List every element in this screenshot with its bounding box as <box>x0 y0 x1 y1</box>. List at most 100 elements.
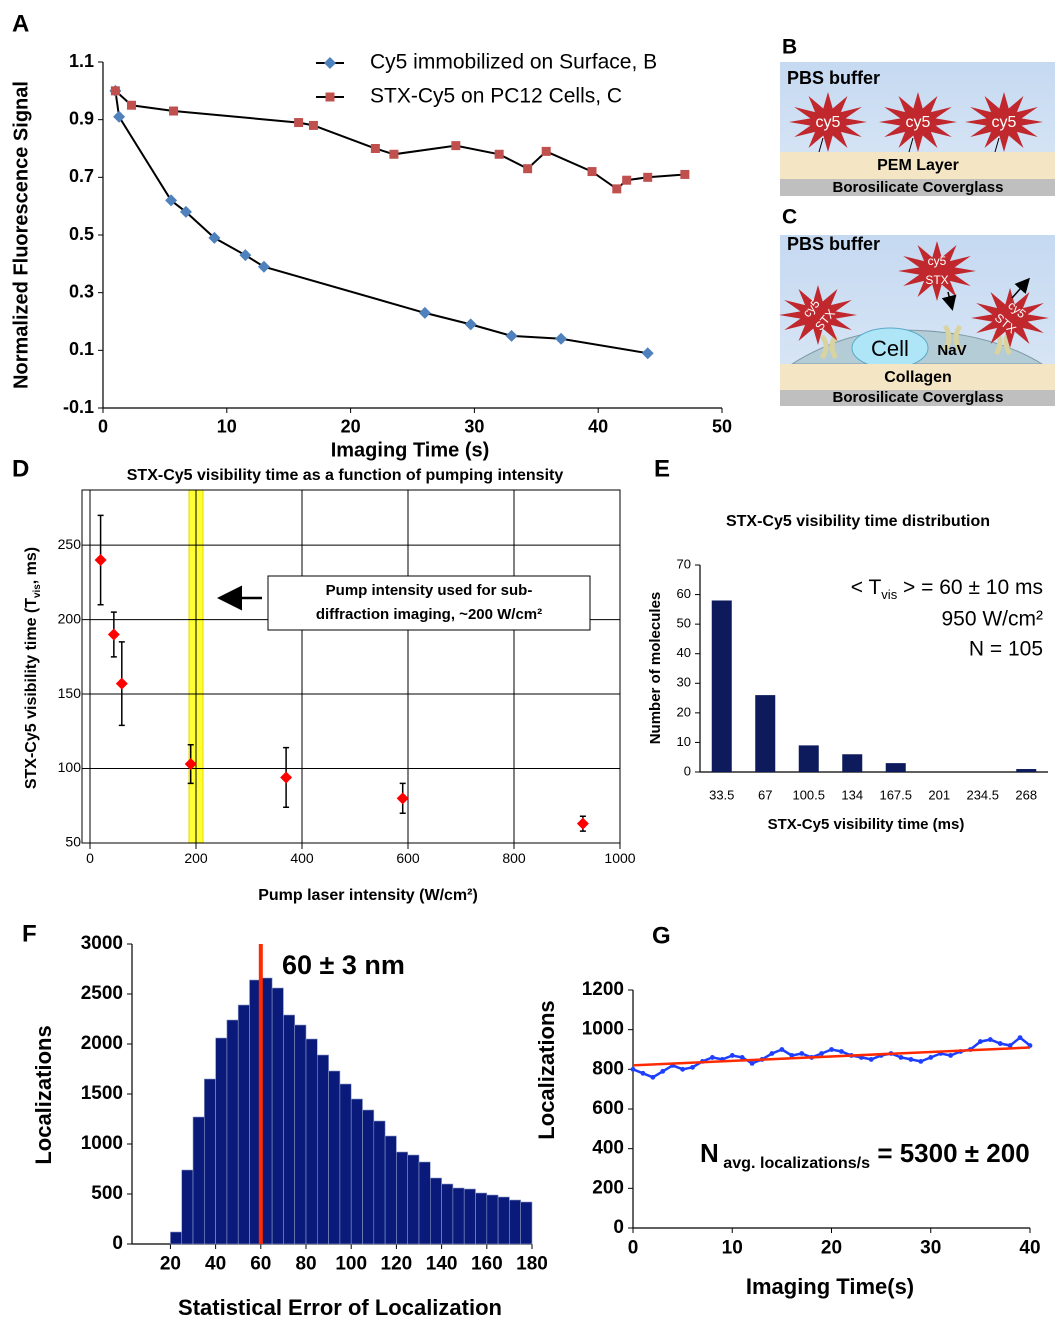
x-tick-label: 800 <box>502 850 526 866</box>
x-tick-label: 167.5 <box>879 787 912 802</box>
y-tick-label: 1200 <box>582 979 624 1000</box>
dye-label: cy5 <box>992 114 1017 131</box>
histogram-bar <box>328 1070 341 1245</box>
annotation-part: vis <box>881 587 897 602</box>
y-tick-label: 0 <box>684 763 691 778</box>
x-axis-title: STX-Cy5 visibility time (ms) <box>768 816 965 833</box>
histogram-bar <box>305 1038 318 1245</box>
annotation: 950 W/cm² <box>941 608 1043 631</box>
x-tick-label: 10 <box>217 417 237 437</box>
histogram-bar <box>317 1054 329 1245</box>
series-line <box>114 90 685 191</box>
y-tick-label: -0.1 <box>63 397 94 417</box>
marker <box>257 260 270 273</box>
marker <box>94 554 107 567</box>
legend-marker <box>324 57 336 69</box>
annotation-part: > = 60 ± 10 ms <box>897 576 1043 599</box>
y-tick-label: 100 <box>58 759 82 775</box>
histogram-bar <box>226 1019 239 1245</box>
chart: F 0 500 1000 1500 2000 2500 3000 20 40 60 80 100 120 1… <box>22 920 548 1319</box>
histogram-bar <box>362 1109 375 1245</box>
pem-layer <box>780 152 1055 179</box>
histogram-bar <box>486 1194 499 1245</box>
x-axis-title: Statistical Error of Localization <box>178 1295 502 1320</box>
y-axis-title-part: STX-Cy5 visibility time (T <box>23 598 40 789</box>
x-tick-label: 1000 <box>604 850 635 866</box>
marker <box>839 1049 844 1054</box>
bar <box>842 754 863 772</box>
y-tick-label: 1000 <box>582 1019 624 1040</box>
y-tick-label: 200 <box>58 610 82 626</box>
y-tick-label: 40 <box>677 645 691 660</box>
panel-letter: B <box>782 36 797 59</box>
dye-label: cy5 <box>928 254 947 268</box>
x-tick-label: 0 <box>86 850 94 866</box>
y-tick-label: 0.9 <box>69 108 94 128</box>
y-tick-label: 0.7 <box>69 166 94 186</box>
x-tick-label: 200 <box>184 850 208 866</box>
marker <box>769 1051 775 1056</box>
annotation-part: avg. localizations/s <box>719 1154 870 1172</box>
marker <box>630 1066 636 1072</box>
layer-label: Collagen <box>884 369 952 386</box>
marker <box>451 141 461 151</box>
y-tick-label: 1500 <box>81 1083 123 1104</box>
marker <box>523 164 533 174</box>
histogram-bar <box>283 1014 296 1245</box>
histogram-bar <box>509 1199 522 1245</box>
x-tick-label: 40 <box>1019 1238 1040 1259</box>
marker <box>505 329 518 342</box>
histogram-bar <box>373 1120 386 1245</box>
glass-label: Borosilicate Coverglass <box>833 389 1004 406</box>
diagram-b: B PBS buffer cy5 cy5 cy5 PEM Layer Boros… <box>780 36 1055 196</box>
histogram-bar <box>497 1196 510 1245</box>
x-tick-label: 40 <box>205 1254 226 1275</box>
marker <box>680 169 690 179</box>
x-tick-label: 160 <box>471 1254 503 1275</box>
chart-title: STX-Cy5 visibility time as a function of… <box>127 467 564 484</box>
collagen-layer <box>780 364 1055 390</box>
marker <box>113 110 126 123</box>
annotation-part: = 5300 ± 200 <box>870 1138 1030 1168</box>
marker <box>928 1055 934 1060</box>
toxin-label: STX <box>925 273 948 287</box>
marker <box>749 1060 755 1066</box>
x-tick-label: 120 <box>381 1254 413 1275</box>
y-tick-label: 2000 <box>81 1033 123 1054</box>
buffer-label: PBS buffer <box>787 68 880 88</box>
chart: D STX-Cy5 visibility time as a function o… <box>12 455 636 904</box>
marker <box>622 175 632 185</box>
marker <box>789 1053 795 1058</box>
annotation: N = 105 <box>969 638 1043 661</box>
marker <box>418 306 431 319</box>
histogram-bar <box>418 1161 431 1245</box>
histogram-bar <box>463 1188 476 1245</box>
x-tick-label: 201 <box>928 787 950 802</box>
histogram-bar <box>396 1151 409 1245</box>
x-tick-label: 140 <box>426 1254 458 1275</box>
marker <box>868 1057 874 1062</box>
y-tick-label: 30 <box>677 675 691 690</box>
marker <box>997 1041 1003 1046</box>
channel-label: NaV <box>937 342 966 359</box>
annotation-part: N <box>700 1138 719 1168</box>
chart: G 0 200 400 600 800 1000 1200 0 10 20 30 40 Localizat… <box>534 922 1041 1298</box>
y-axis-title: Localizations <box>31 1025 56 1164</box>
y-tick-label: 20 <box>677 704 691 719</box>
panel-letter: G <box>652 922 671 949</box>
y-tick-label: 1.1 <box>69 51 94 71</box>
x-tick-label: 0 <box>98 417 108 437</box>
histogram-bar <box>452 1187 465 1245</box>
y-tick-label: 3000 <box>81 933 123 954</box>
dye-star <box>898 241 976 301</box>
x-tick-label: 600 <box>396 850 420 866</box>
histogram-bar <box>204 1078 216 1245</box>
x-tick-label: 100.5 <box>792 787 825 802</box>
y-tick-label: 2500 <box>81 983 123 1004</box>
panel-letter: A <box>12 10 29 37</box>
x-axis-title: Imaging Time(s) <box>746 1274 914 1299</box>
annotation: N avg. localizations/s = 5300 ± 200 <box>700 1138 1030 1172</box>
marker <box>280 771 293 784</box>
panel-letter: F <box>22 920 37 947</box>
marker <box>819 1051 824 1056</box>
